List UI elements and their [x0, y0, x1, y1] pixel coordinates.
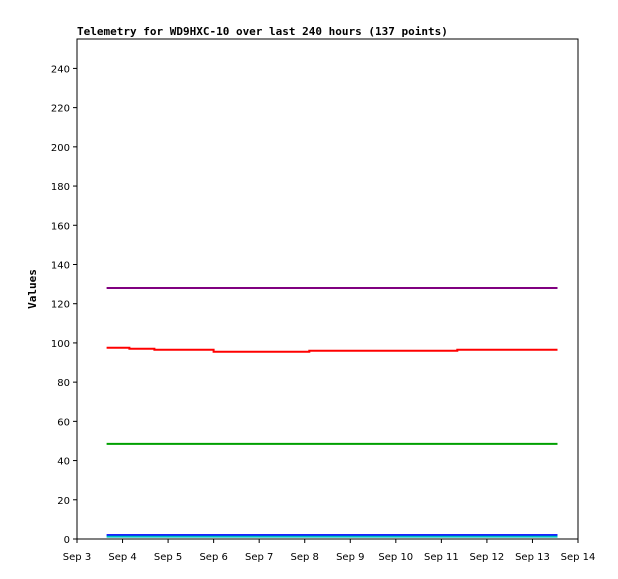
y-tick-label: 0	[64, 535, 70, 546]
series-layer	[106, 287, 558, 538]
y-tick-label: 80	[57, 378, 70, 389]
series-line-2	[106, 346, 558, 353]
y-tick-label: 220	[51, 104, 70, 115]
x-tick-label: Sep 4	[108, 552, 136, 563]
y-tick-label: 20	[57, 496, 70, 507]
y-tick-label: 60	[57, 417, 70, 428]
x-tick-label: Sep 7	[245, 552, 273, 563]
x-tick-label: Sep 14	[561, 552, 596, 563]
plot-area-frame	[76, 38, 579, 540]
y-tick-label: 180	[51, 182, 70, 193]
x-tick-label: Sep 6	[199, 552, 227, 563]
x-tick-label: Sep 3	[63, 552, 91, 563]
y-tick-label: 200	[51, 143, 70, 154]
y-axis-label: Values	[26, 269, 39, 309]
y-tick-label: 140	[51, 260, 70, 271]
x-axis-ticks: Sep 3 Sep 4 Sep 5 Sep 6 Sep 7 Sep 8 Sep 9 Sep 1…	[63, 539, 596, 563]
chart-title: Telemetry for WD9HXC-10 over last 240 ho…	[77, 25, 448, 38]
y-tick-label: 120	[51, 300, 70, 311]
y-tick-label: 100	[51, 339, 70, 350]
x-tick-label: Sep 11	[424, 552, 459, 563]
x-tick-label: Sep 10	[378, 552, 413, 563]
x-tick-label: Sep 5	[154, 552, 182, 563]
x-tick-label: Sep 9	[336, 552, 364, 563]
y-tick-label: 240	[51, 64, 70, 75]
x-tick-label: Sep 8	[291, 552, 319, 563]
x-tick-label: Sep 13	[515, 552, 550, 563]
x-tick-label: Sep 12	[470, 552, 505, 563]
y-tick-label: 160	[51, 221, 70, 232]
y-tick-label: 40	[57, 457, 70, 468]
y-axis-ticks: 0 20 40 60 80 100 120 140 160 180 200 220 240	[51, 64, 77, 546]
